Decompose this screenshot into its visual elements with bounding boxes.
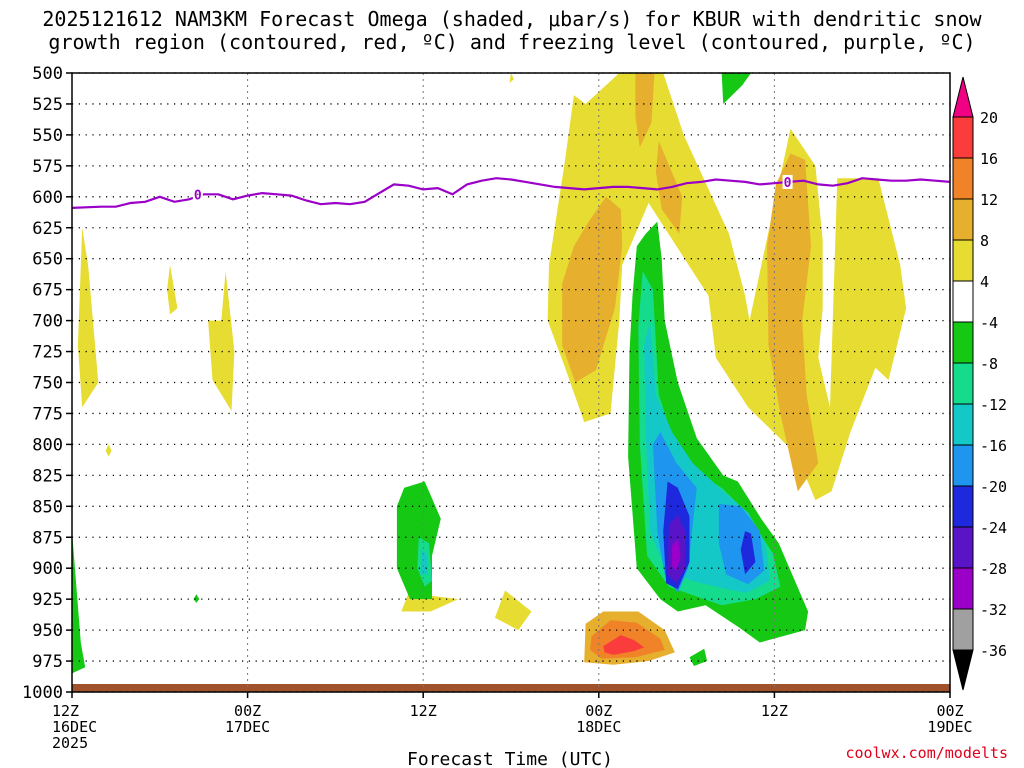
colorbar-label-0: -36 [980,642,1007,660]
omega-region-4-1 [77,227,99,408]
chart-title-line-2: growth region (contoured, red, ºC) and f… [48,30,976,54]
colorbar-swatch-8 [952,280,974,323]
x-tick-label-60-0: 00Z [936,702,963,720]
freezing-level-label-0: 0 [194,188,202,203]
colorbar-arrow-high [952,76,974,118]
colorbar-swatch-5 [952,403,974,446]
colorbar-swatch-11 [952,157,974,200]
colorbar-label-10: 8 [980,232,989,250]
colorbar-label-9: 4 [980,273,989,291]
x-tick-label-36-1: 18DEC [576,718,621,736]
colorbar-label-1: -32 [980,601,1007,619]
colorbar-label-13: 20 [980,109,998,127]
colorbar-swatch-2 [952,526,974,569]
colorbar-label-7: -8 [980,355,998,373]
y-tick-label-800: 800 [32,435,63,455]
site-credit[interactable]: coolwx.com/modelts [845,744,1008,762]
colorbar-label-3: -24 [980,519,1007,537]
ground-strip [72,684,950,692]
omega-region-4-2 [167,264,178,315]
colorbar-swatch-0 [952,608,974,651]
x-tick-label-0-2: 2025 [52,734,88,752]
y-tick-label-575: 575 [32,157,63,177]
colorbar-swatch-1 [952,567,974,610]
y-tick-label-625: 625 [32,219,63,239]
colorbar-swatch-7 [952,321,974,364]
y-axis: 500 525 550 575 600 625 650 675 700 725 750 775 800 8… [22,64,72,703]
y-tick-label-950: 950 [32,621,63,641]
y-tick-label-850: 850 [32,497,63,517]
y-tick-label-600: 600 [32,188,63,208]
x-tick-label-36-0: 00Z [585,702,612,720]
x-tick-label-12-0: 00Z [234,702,261,720]
y-tick-label-500: 500 [32,64,63,84]
colorbar-swatch-4 [952,444,974,487]
colorbar-arrow-low [952,649,974,691]
omega-region-8-0 [635,73,655,148]
x-tick-label-12-1: 17DEC [225,718,270,736]
x-axis-label: Forecast Time (UTC) [407,749,613,768]
y-tick-label-1000: 1000 [22,683,63,703]
colorbar-label-6: -12 [980,396,1007,414]
omega-shading-layer [72,73,907,674]
omega-region-neg20-1 [740,531,756,575]
y-tick-label-975: 975 [32,652,63,672]
y-tick-label-825: 825 [32,466,63,486]
freezing-level-layer: 00 [71,174,951,209]
omega-region-8-2 [767,153,819,492]
y-tick-label-675: 675 [32,281,63,301]
ground-layer [72,684,950,692]
x-tick-label-60-1: 19DEC [927,718,972,736]
omega-region-4-7 [509,73,514,83]
omega-region-4-4 [105,444,112,457]
omega-region-neg4-2 [689,648,708,666]
freezing-label-bg-1 [782,174,793,189]
y-tick-label-525: 525 [32,95,63,115]
omega-region-16-0 [603,635,645,655]
x-tick-label-0-0: 12Z [52,702,79,720]
colorbar-swatch-3 [952,485,974,528]
omega-region-8-3 [562,196,623,383]
omega-region-4-3 [208,271,235,411]
y-tick-label-875: 875 [32,528,63,548]
colorbar-swatch-10 [952,198,974,241]
y-tick-label-775: 775 [32,404,63,424]
freezing-level-line [71,177,951,209]
omega-region-neg28-0 [672,538,681,571]
colorbar-label-5: -16 [980,437,1007,455]
chart-title-line-1: 2025121612 NAM3KM Forecast Omega (shaded… [42,7,982,31]
x-tick-label-0-1: 16DEC [52,718,97,736]
y-tick-label-750: 750 [32,374,63,394]
colorbar-legend: -36 -32 -28 -24 -20 -16 -12 -8 -4 4 8 12 16 20 [952,76,1007,691]
y-tick-label-725: 725 [32,343,63,363]
omega-region-neg4-3 [72,531,86,674]
y-tick-label-700: 700 [32,312,63,332]
freezing-level-label-1: 0 [784,176,792,191]
colorbar-swatch-9 [952,239,974,282]
y-tick-label-925: 925 [32,590,63,610]
omega-region-4-0 [547,73,907,501]
colorbar-label-2: -28 [980,560,1007,578]
colorbar-label-11: 12 [980,191,998,209]
y-tick-label-900: 900 [32,559,63,579]
colorbar-swatch-12 [952,116,974,159]
omega-region-4-6 [494,590,532,631]
y-tick-label-650: 650 [32,250,63,270]
colorbar-label-12: 16 [980,150,998,168]
colorbar-label-4: -20 [980,478,1007,496]
x-tick-label-48-0: 12Z [761,702,788,720]
y-tick-label-550: 550 [32,126,63,146]
colorbar-label-8: -4 [980,314,998,332]
colorbar-swatch-6 [952,362,974,405]
x-tick-label-24-0: 12Z [410,702,437,720]
freezing-label-bg-0 [192,187,203,202]
omega-region-neg4-4 [721,73,751,104]
omega-region-neg4-5 [193,594,200,603]
